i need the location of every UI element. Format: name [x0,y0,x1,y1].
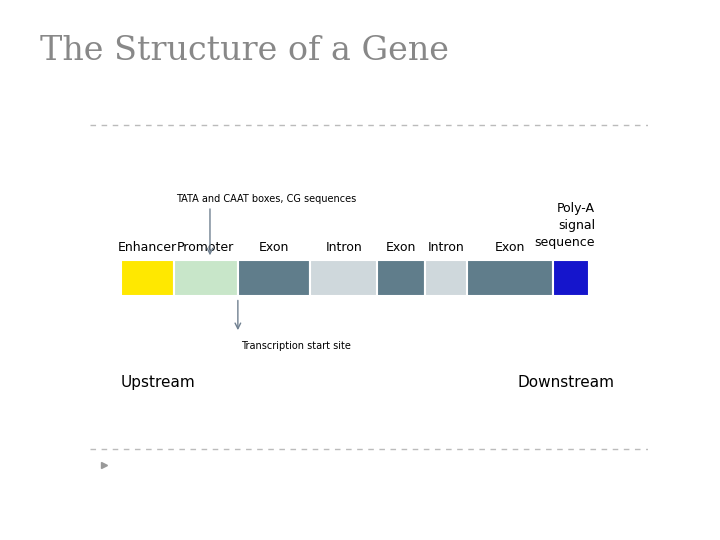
Bar [310,260,377,295]
Bar [425,260,467,295]
Bar [467,260,553,295]
Text: Exon: Exon [495,241,525,254]
Text: Exon: Exon [386,241,416,254]
Bar [174,260,238,295]
Text: Promoter: Promoter [177,241,235,254]
Text: Transcription start site: Transcription start site [240,341,351,352]
Text: The Structure of a Gene: The Structure of a Gene [40,35,449,67]
Bar [238,260,310,295]
Text: Poly-A
signal
sequence: Poly-A signal sequence [534,202,595,249]
Bar [377,260,425,295]
Text: Exon: Exon [259,241,289,254]
Text: Enhancer: Enhancer [117,241,176,254]
Bar [553,260,590,295]
Bar [121,260,174,295]
Text: Intron: Intron [325,241,362,254]
Text: TATA and CAAT boxes, CG sequences: TATA and CAAT boxes, CG sequences [176,194,356,204]
Text: Upstream: Upstream [121,375,195,390]
Text: Intron: Intron [428,241,464,254]
Text: Downstream: Downstream [518,375,615,390]
